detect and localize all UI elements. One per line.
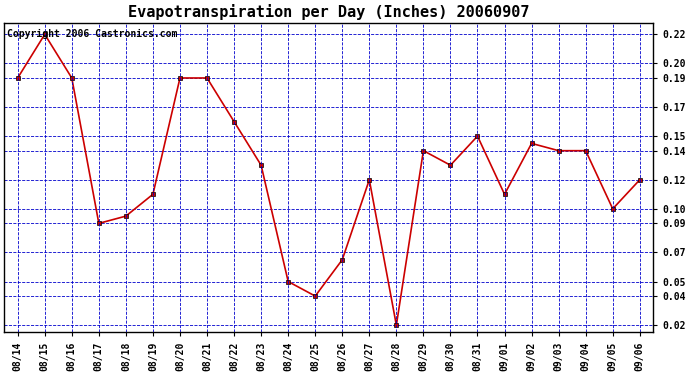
Text: Copyright 2006 Castronics.com: Copyright 2006 Castronics.com (8, 29, 178, 39)
Title: Evapotranspiration per Day (Inches) 20060907: Evapotranspiration per Day (Inches) 2006… (128, 4, 529, 20)
